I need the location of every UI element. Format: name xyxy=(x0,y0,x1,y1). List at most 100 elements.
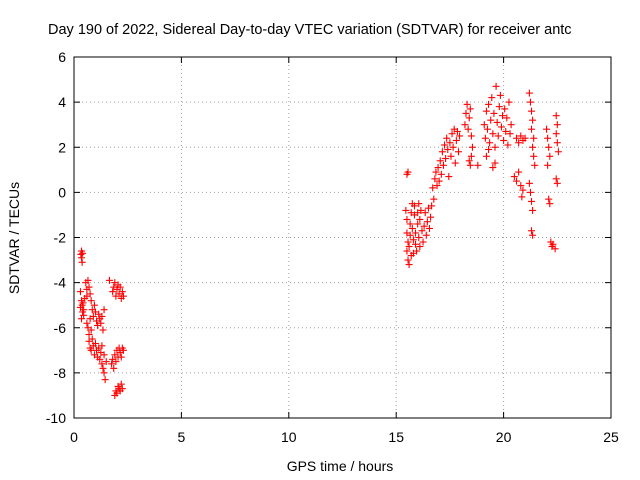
y-tick-label: 6 xyxy=(58,49,66,65)
data-point xyxy=(441,141,449,149)
data-point xyxy=(454,148,462,156)
data-point xyxy=(461,121,469,129)
x-tick-label: 20 xyxy=(496,429,512,445)
data-point xyxy=(544,134,552,142)
data-point xyxy=(78,254,86,262)
data-point xyxy=(505,98,513,106)
data-point xyxy=(412,240,420,248)
data-point xyxy=(546,152,554,160)
data-point xyxy=(528,197,536,205)
data-point xyxy=(430,195,438,203)
data-point xyxy=(425,224,433,232)
data-point xyxy=(117,380,125,388)
data-point xyxy=(529,143,537,151)
data-point xyxy=(462,109,470,117)
data-point xyxy=(79,249,87,257)
data-point xyxy=(451,159,459,167)
data-point xyxy=(526,188,534,196)
data-point xyxy=(515,168,523,176)
data-point xyxy=(493,118,501,126)
data-point xyxy=(435,177,443,185)
data-point xyxy=(101,376,109,384)
data-point xyxy=(408,224,416,232)
data-point xyxy=(437,170,445,178)
data-point xyxy=(526,98,534,106)
data-point xyxy=(499,112,507,120)
data-point xyxy=(429,184,437,192)
x-tick-label: 5 xyxy=(178,429,186,445)
data-point xyxy=(517,182,525,190)
data-point xyxy=(98,312,106,320)
data-point xyxy=(91,340,99,348)
data-point xyxy=(100,351,108,359)
data-point xyxy=(502,127,510,135)
data-point xyxy=(489,164,497,172)
data-point xyxy=(465,114,473,122)
data-point xyxy=(102,358,110,366)
data-point xyxy=(552,175,560,183)
y-tick-labels: -10 -8 -6 -4 -2 0 2 4 6 xyxy=(46,49,66,426)
x-tick-label: 15 xyxy=(388,429,404,445)
data-point xyxy=(474,161,482,169)
y-tick-label: -6 xyxy=(54,320,67,336)
data-point xyxy=(519,186,527,194)
data-point xyxy=(466,161,474,169)
data-point xyxy=(98,342,106,350)
data-point xyxy=(84,276,92,284)
data-point xyxy=(488,94,496,102)
data-point xyxy=(414,220,422,228)
data-point xyxy=(552,130,560,138)
data-point xyxy=(415,200,423,208)
data-point xyxy=(119,292,127,300)
data-point xyxy=(467,132,475,140)
data-point xyxy=(427,213,435,221)
data-point xyxy=(453,127,461,135)
data-point xyxy=(521,134,529,142)
data-point xyxy=(554,148,562,156)
data-point xyxy=(529,116,537,124)
data-point xyxy=(512,177,520,185)
data-point xyxy=(491,159,499,167)
grid xyxy=(74,57,611,418)
data-point xyxy=(105,276,113,284)
y-tick-label: 4 xyxy=(58,94,66,110)
data-point xyxy=(442,155,450,163)
data-point xyxy=(98,360,106,368)
data-point xyxy=(503,114,511,122)
data-point xyxy=(490,109,498,117)
data-point xyxy=(100,369,108,377)
data-point xyxy=(506,130,514,138)
data-point xyxy=(487,116,495,124)
chart-title: Day 190 of 2022, Sidereal Day-to-day VTE… xyxy=(48,22,572,38)
data-point xyxy=(80,311,88,319)
data-point xyxy=(439,161,447,169)
data-point xyxy=(496,91,504,99)
data-point xyxy=(481,134,489,142)
axis-ticks xyxy=(73,56,612,419)
data-point xyxy=(419,238,427,246)
data-point xyxy=(446,139,454,147)
data-point xyxy=(83,319,91,327)
data-point xyxy=(545,195,553,203)
data-point xyxy=(78,301,86,309)
data-point xyxy=(420,222,428,230)
x-axis-label: GPS time / hours xyxy=(287,458,394,474)
data-point xyxy=(448,130,456,138)
data-point xyxy=(412,229,420,237)
data-point xyxy=(100,306,108,314)
y-tick-label: 0 xyxy=(58,184,66,200)
data-point xyxy=(416,243,424,251)
x-tick-label: 10 xyxy=(281,429,297,445)
data-point xyxy=(504,141,512,149)
data-point xyxy=(443,134,451,142)
data-point xyxy=(431,175,439,183)
data-point xyxy=(96,355,104,363)
data-point xyxy=(421,209,429,217)
data-point xyxy=(528,107,536,115)
data-point xyxy=(501,105,509,113)
data-point xyxy=(118,288,126,296)
data-point xyxy=(432,168,440,176)
data-point xyxy=(417,206,425,214)
